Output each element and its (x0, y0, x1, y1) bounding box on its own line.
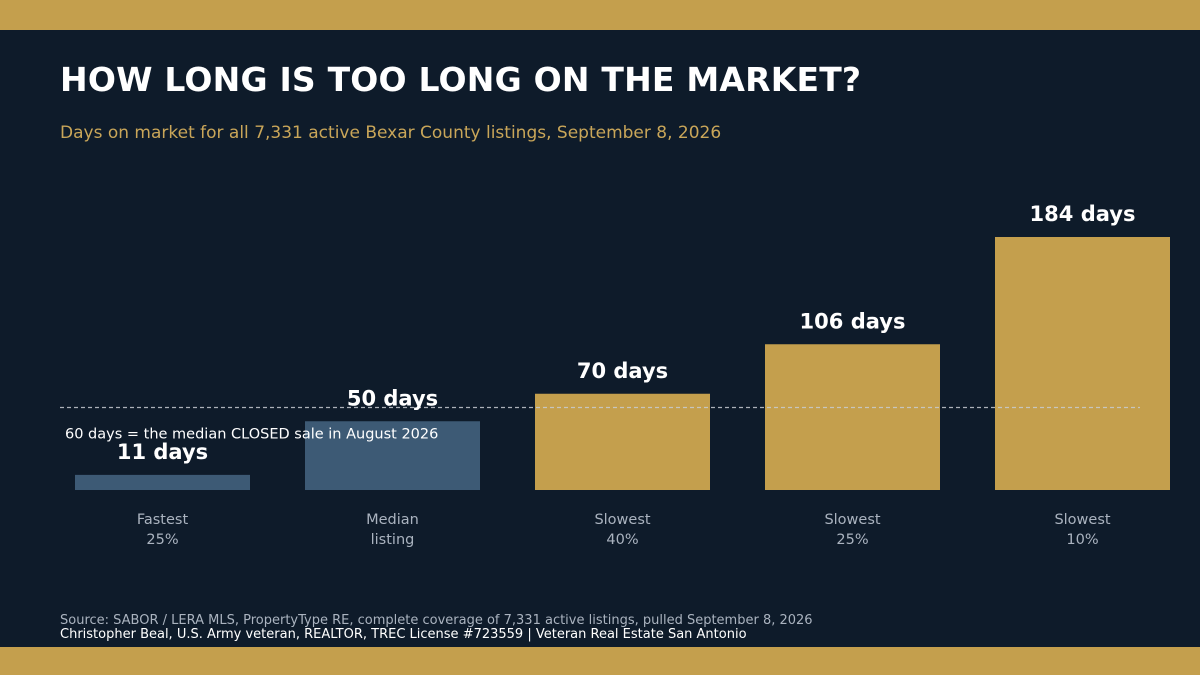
author-credit: Christopher Beal, U.S. Army veteran, REA… (60, 627, 747, 642)
value-label-4: 106 days (800, 309, 906, 333)
value-label-3: 70 days (577, 359, 668, 383)
category-label-2: Median listing (366, 512, 419, 548)
bar-2 (305, 421, 480, 490)
category-label-5: Slowest 10% (1054, 512, 1110, 548)
category-label-1: Fastest 25% (137, 512, 189, 548)
bottom-accent-band (0, 647, 1200, 675)
bar-4 (765, 344, 940, 490)
bar-1 (75, 474, 250, 490)
category-label-3: Slowest 40% (594, 512, 650, 548)
reference-line-label: 60 days = the median CLOSED sale in Augu… (65, 427, 438, 443)
bar-5 (995, 237, 1170, 490)
chart-title: HOW LONG IS TOO LONG ON THE MARKET? (60, 60, 862, 99)
top-accent-band (0, 0, 1200, 30)
value-label-5: 184 days (1030, 202, 1136, 226)
source-note: Source: SABOR / LERA MLS, PropertyType R… (60, 613, 813, 628)
value-label-2: 50 days (347, 386, 438, 410)
bar-3 (535, 393, 710, 490)
chart-subtitle: Days on market for all 7,331 active Bexa… (60, 123, 722, 143)
value-label-1: 11 days (117, 440, 208, 464)
category-label-4: Slowest 25% (824, 512, 880, 548)
